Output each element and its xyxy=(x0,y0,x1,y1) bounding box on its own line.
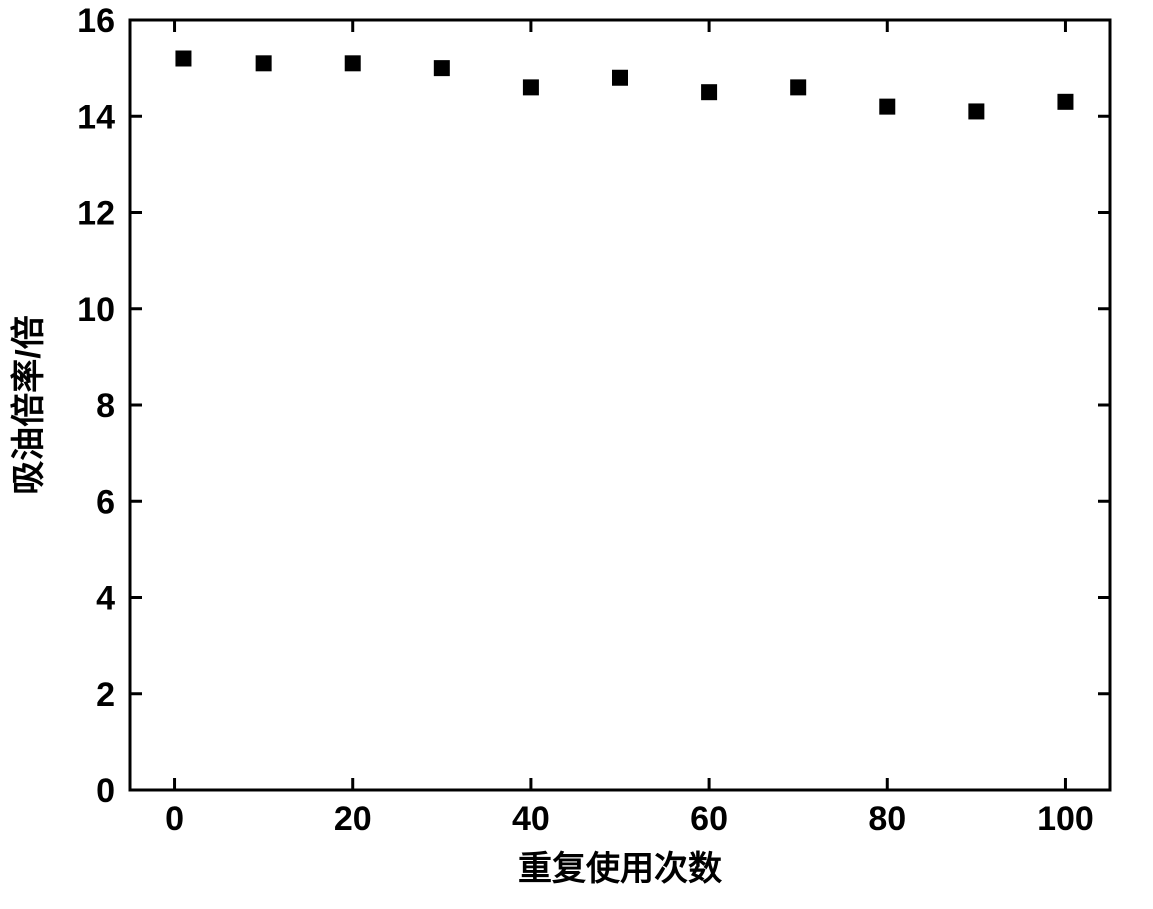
y-tick-label: 0 xyxy=(96,772,115,810)
data-point xyxy=(523,79,539,95)
data-point xyxy=(1057,94,1073,110)
data-point xyxy=(701,84,717,100)
x-tick-label: 100 xyxy=(1037,800,1094,838)
data-point xyxy=(968,103,984,119)
data-point xyxy=(345,55,361,71)
y-tick-label: 10 xyxy=(77,291,115,329)
y-tick-label: 8 xyxy=(96,387,115,425)
x-tick-label: 60 xyxy=(690,800,728,838)
y-axis-label: 吸油倍率/倍 xyxy=(10,315,48,494)
scatter-chart: 0 20 40 60 80 100 0 2 4 6 8 10 12 14 16 重复使用次数 吸油倍率/倍 xyxy=(0,0,1153,909)
y-tick-label: 6 xyxy=(96,483,115,521)
y-tick-label: 14 xyxy=(77,98,115,136)
y-tick-label: 12 xyxy=(77,195,115,233)
data-point xyxy=(612,70,628,86)
x-tick-label: 80 xyxy=(868,800,906,838)
y-tick-label: 16 xyxy=(77,2,115,40)
data-point xyxy=(434,60,450,76)
x-tick-label: 20 xyxy=(334,800,372,838)
y-tick-label: 2 xyxy=(96,676,115,714)
x-tick-label: 0 xyxy=(165,800,184,838)
x-axis-label: 重复使用次数 xyxy=(518,850,722,888)
data-point xyxy=(175,51,191,67)
data-point xyxy=(879,99,895,115)
data-point xyxy=(256,55,272,71)
data-point xyxy=(790,79,806,95)
x-tick-label: 40 xyxy=(512,800,550,838)
y-tick-label: 4 xyxy=(96,580,115,618)
chart-container: 0 20 40 60 80 100 0 2 4 6 8 10 12 14 16 重复使用次数 吸油倍率/倍 xyxy=(0,0,1153,909)
